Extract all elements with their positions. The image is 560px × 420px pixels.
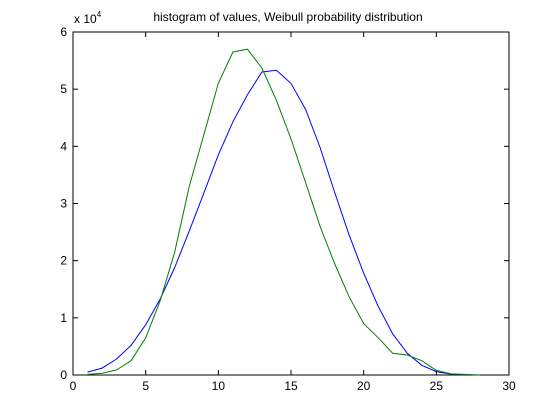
y-exponent-label: x 104 bbox=[74, 10, 102, 26]
axes-box bbox=[72, 31, 510, 376]
x-tick-label: 20 bbox=[357, 379, 371, 393]
y-exponent-base: x 10 bbox=[74, 12, 97, 26]
series-line-1 bbox=[87, 69, 466, 376]
y-tick-label: 1 bbox=[60, 311, 67, 325]
y-axis-ticks: 0 1 2 3 4 5 6 bbox=[60, 25, 509, 382]
y-exponent-power: 4 bbox=[97, 10, 102, 19]
y-tick-label: 5 bbox=[60, 82, 67, 96]
x-tick-label: 0 bbox=[70, 379, 77, 393]
x-tick-label: 25 bbox=[430, 379, 444, 393]
x-tick-label: 15 bbox=[284, 379, 298, 393]
y-tick-label: 4 bbox=[60, 139, 67, 153]
x-tick-label: 30 bbox=[502, 379, 516, 393]
chart-title: histogram of values, Weibull probability… bbox=[153, 10, 422, 24]
plot-lines bbox=[87, 48, 480, 376]
y-tick-label: 0 bbox=[60, 368, 67, 382]
y-tick-label: 2 bbox=[60, 254, 67, 268]
y-tick-label: 6 bbox=[60, 25, 67, 39]
x-tick-label: 10 bbox=[212, 379, 226, 393]
series-line-2 bbox=[87, 48, 480, 376]
y-tick-label: 3 bbox=[60, 197, 67, 211]
x-tick-label: 5 bbox=[142, 379, 149, 393]
x-axis-ticks: 0 5 10 15 20 25 30 bbox=[70, 32, 516, 393]
